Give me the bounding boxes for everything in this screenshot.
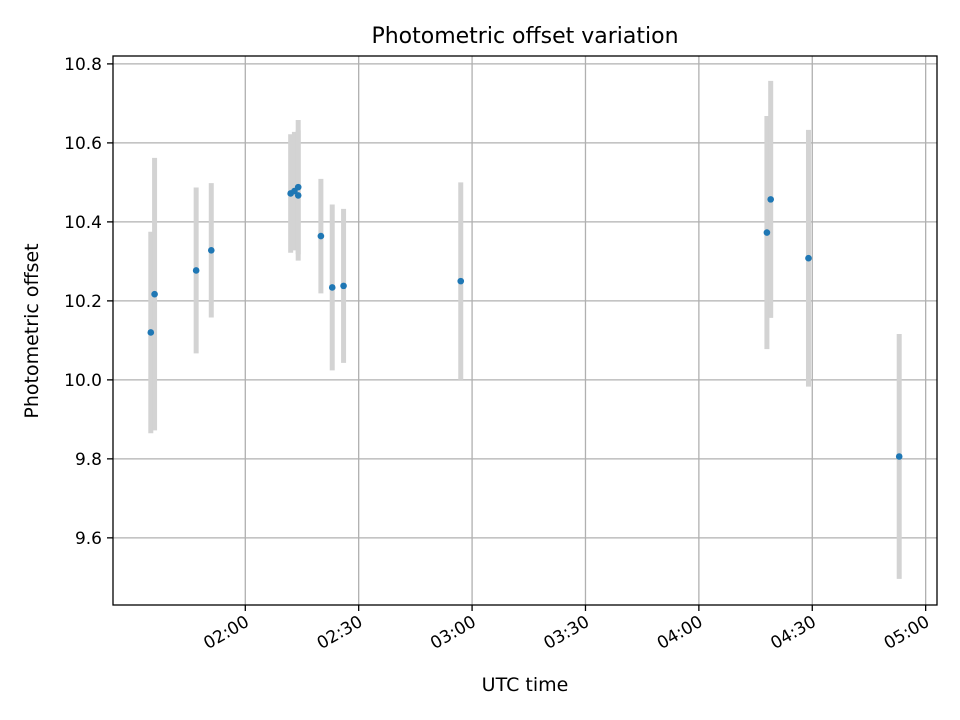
x-tick-label: 02:00 xyxy=(200,612,252,654)
data-point xyxy=(147,329,155,336)
y-axis-ticks: 9.6 9.8 10.0 10.2 10.4 10.6 10.8 xyxy=(64,55,113,549)
y-axis-label: Photometric offset xyxy=(21,243,43,418)
grid-layer xyxy=(113,56,937,605)
y-tick-label: 9.6 xyxy=(75,529,102,549)
data-point xyxy=(805,254,812,262)
data-point xyxy=(294,183,302,191)
data-point xyxy=(767,196,774,203)
x-tick-label: 02:30 xyxy=(314,612,366,654)
data-point xyxy=(763,229,771,236)
data-point xyxy=(457,277,465,285)
data-point xyxy=(294,192,302,199)
y-tick-label: 10.0 xyxy=(64,371,102,391)
x-axis-ticks: 02:00 02:30 03:00 03:30 04:00 04:30 05:00 xyxy=(200,605,933,654)
data-point xyxy=(340,282,347,290)
x-tick-label: 03:00 xyxy=(427,612,479,654)
data-point xyxy=(151,290,158,298)
data-point xyxy=(192,267,200,274)
x-tick-label: 05:00 xyxy=(881,612,933,654)
y-tick-label: 10.6 xyxy=(64,134,102,154)
data-point xyxy=(317,232,325,240)
data-point xyxy=(328,284,336,291)
x-tick-label: 04:30 xyxy=(767,612,819,654)
y-tick-label: 10.2 xyxy=(64,292,102,312)
errorbar-layer xyxy=(148,80,902,579)
y-tick-label: 10.8 xyxy=(64,55,102,75)
x-tick-label: 03:30 xyxy=(541,612,593,654)
x-tick-label: 04:00 xyxy=(654,612,706,654)
y-tick-label: 9.8 xyxy=(75,450,102,470)
chart-title: Photometric offset variation xyxy=(371,24,678,49)
data-point xyxy=(207,247,215,254)
plot-frame xyxy=(112,55,938,606)
y-tick-label: 10.4 xyxy=(64,213,102,233)
data-point xyxy=(895,453,903,460)
points-layer xyxy=(147,183,903,460)
x-axis-label: UTC time xyxy=(482,674,569,696)
